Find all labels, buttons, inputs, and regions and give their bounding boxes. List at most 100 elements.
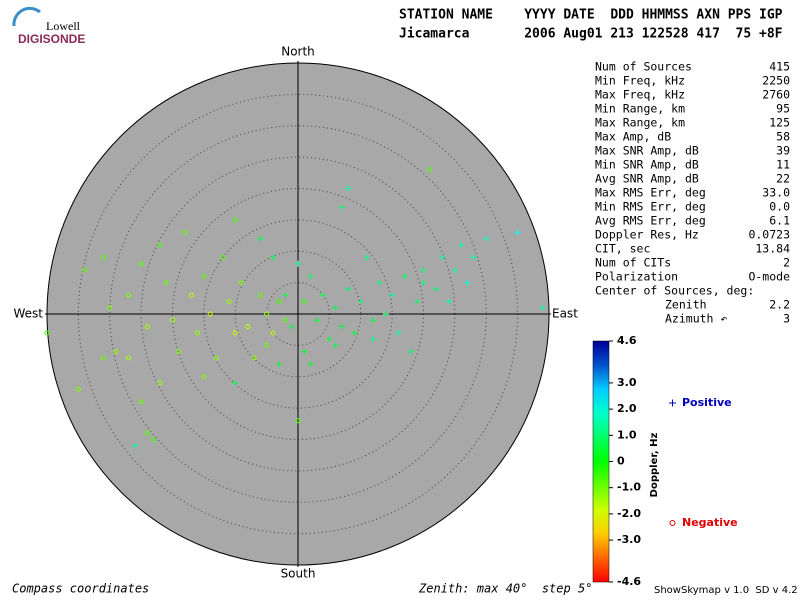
stat-value: 58	[776, 130, 790, 144]
negative-source	[113, 349, 119, 355]
header-values: Jicamarca 2006 Aug01 213 122528 417 75 +…	[399, 27, 783, 42]
negative-source	[232, 217, 238, 223]
colorbar-tick-label: 4.6	[617, 334, 637, 347]
stat-value: 13.84	[755, 242, 790, 256]
stat-label: Num of Sources	[595, 60, 692, 74]
negative-source	[176, 349, 182, 355]
stat-label: Max Freq, kHz	[595, 88, 685, 102]
negative-source	[100, 255, 106, 261]
positive-source	[389, 292, 396, 299]
stat-label: Max RMS Err, deg	[595, 186, 706, 200]
negative-source	[251, 355, 257, 361]
positive-source	[307, 361, 314, 368]
colorbar-label: Doppler, Hz	[649, 433, 660, 498]
negative-source	[144, 430, 150, 436]
stat-value: 2250	[762, 74, 790, 88]
sky-plot: North South West East	[13, 45, 578, 581]
negative-source	[195, 330, 201, 336]
compass-north: North	[281, 45, 315, 59]
positive-source	[269, 254, 276, 261]
positive-source	[326, 336, 333, 343]
positive-source	[464, 279, 471, 286]
negative-source	[44, 330, 50, 336]
positive-source	[301, 348, 308, 355]
colorbar-tick-label: -4.6	[617, 575, 641, 588]
positive-source	[458, 241, 465, 248]
stat-label: Avg RMS Err, deg	[595, 214, 706, 228]
stat-label: Polarization	[595, 270, 678, 284]
stat-label: Azimuth ↶	[665, 312, 727, 326]
positive-source	[288, 323, 295, 330]
positive-source	[357, 298, 364, 305]
stat-label: Min Freq, kHz	[595, 74, 685, 88]
negative-source	[270, 330, 276, 336]
legend-marker	[669, 399, 676, 407]
compass-east: East	[552, 307, 578, 321]
negative-source	[213, 355, 219, 361]
colorbar-tick-label: 2.0	[617, 402, 637, 415]
stat-label: Doppler Res, Hz	[595, 228, 699, 242]
negative-source	[220, 255, 226, 261]
legend-marker	[669, 520, 676, 526]
stat-label: CIT, sec	[595, 242, 650, 256]
negative-source	[170, 317, 175, 323]
stat-value: 39	[776, 144, 790, 158]
footer-center: Zenith: max 40° step 5°	[418, 582, 592, 596]
stat-value: 2.2	[769, 298, 790, 312]
colorbar-tick-label: 3.0	[617, 376, 637, 389]
positive-source	[282, 292, 289, 299]
stat-label: Zenith	[665, 298, 707, 312]
stat-label: Center of Sources, deg:	[595, 284, 754, 298]
negative-source	[126, 292, 132, 298]
stat-value: 2	[783, 256, 790, 270]
positive-source	[376, 279, 383, 286]
stat-label: Min SNR Amp, dB	[595, 158, 699, 172]
positive-source	[332, 342, 339, 349]
positive-source	[295, 260, 301, 267]
positive-source	[514, 229, 521, 236]
positive-source	[420, 267, 427, 274]
negative-source	[207, 311, 213, 317]
positive-source	[451, 267, 458, 274]
positive-source	[351, 329, 358, 336]
header-columns: STATION NAME YYYY DATE DDD HHMMSS AXN PP…	[399, 8, 783, 23]
colorbar-tick-label: -3.0	[617, 533, 641, 546]
negative-source	[264, 342, 270, 348]
stat-value: 11	[776, 158, 790, 172]
stat-value: 22	[776, 172, 790, 186]
negative-source	[201, 273, 207, 279]
stat-label: Num of CITs	[595, 256, 671, 270]
negative-source	[276, 298, 282, 304]
stat-value: 0.0723	[748, 228, 790, 242]
positive-source	[439, 254, 446, 261]
positive-source	[345, 285, 352, 292]
positive-source	[445, 298, 452, 305]
negative-source	[144, 324, 150, 330]
positive-source	[320, 292, 327, 299]
logo-arc	[12, 6, 41, 27]
stat-label: Avg SNR Amp, dB	[595, 172, 699, 186]
positive-source	[414, 298, 421, 305]
positive-source	[257, 235, 264, 242]
negative-source	[151, 437, 157, 442]
negative-source	[301, 298, 307, 304]
colorbar: 4.6 3.0 2.0 1.0 0 -1.0 -2.0 -3.0 -4.6 Doppler, Hz…	[592, 334, 738, 588]
positive-source	[313, 317, 320, 324]
stat-label: Min Range, km	[595, 102, 685, 116]
positive-source	[131, 442, 138, 449]
logo-top: Lowell	[46, 19, 81, 33]
positive-source	[345, 185, 352, 192]
logo-bottom: DIGISONDE	[18, 32, 85, 46]
positive-source	[395, 329, 402, 336]
stat-value: 3	[783, 312, 790, 326]
positive-source	[276, 361, 283, 368]
negative-source	[226, 298, 232, 304]
positive-source	[232, 380, 239, 387]
positive-source	[407, 348, 414, 355]
positive-source	[307, 273, 314, 280]
negative-source	[157, 380, 163, 386]
colorbar-tick-label: -2.0	[617, 507, 641, 520]
negative-source	[157, 242, 163, 248]
negative-source	[138, 261, 144, 267]
